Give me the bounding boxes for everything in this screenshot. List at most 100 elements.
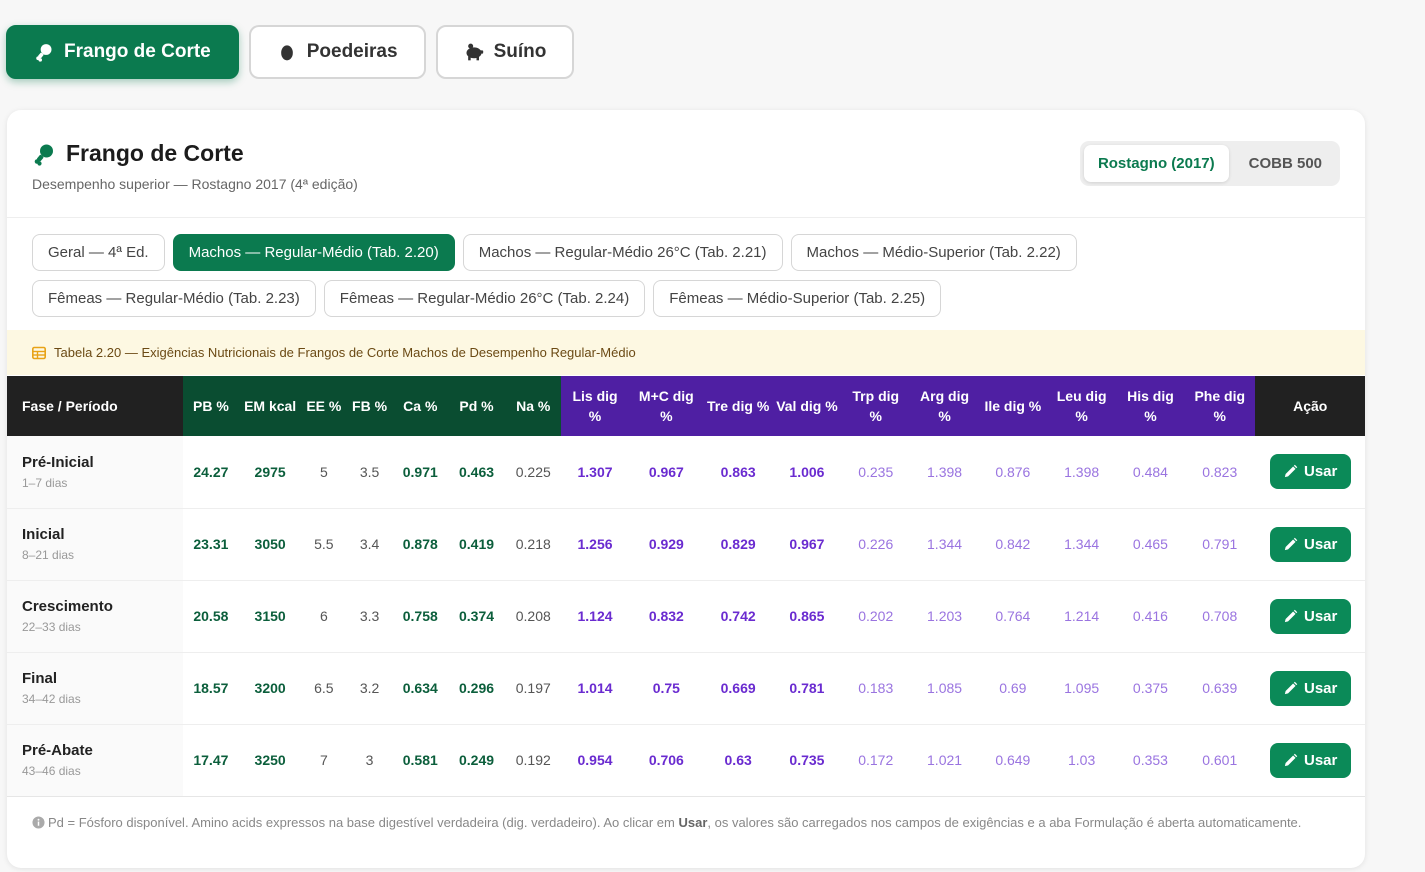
action-cell: Usar [1255,724,1365,797]
chip-geral[interactable]: Geral — 4ª Ed. [32,234,165,271]
value-cell: 0.375 [1116,652,1185,725]
value-cell: 18.57 [182,652,239,725]
tab-label: Frango de Corte [64,41,211,62]
table-row: Final 34–42 dias 18.57 3200 6.5 3.2 0.634 0.296… [7,652,1365,725]
phase-cell: Crescimento 22–33 dias [7,580,183,653]
footnote: Pd = Fósforo disponível. Amino acids exp… [32,812,1332,833]
column-header: Arg dig % [909,376,980,436]
column-header: Lis dig % [561,376,629,436]
value-cell: 0.634 [392,652,448,725]
value-cell: 6.5 [301,652,347,725]
value-cell: 0.69 [979,652,1047,725]
value-cell: 1.006 [772,436,842,509]
chip-femeas-medio-superior[interactable]: Fêmeas — Médio-Superior (Tab. 2.25) [653,280,942,317]
species-tabs: Frango de Corte Poedeiras Suíno [6,25,575,79]
value-cell: 0.601 [1184,724,1256,797]
pencil-icon [1284,465,1298,478]
value-cell: 0.649 [979,724,1047,797]
card-subtitle: Desempenho superior — Rostagno 2017 (4ª … [32,176,358,192]
use-button[interactable]: Usar [1269,670,1351,706]
value-cell: 2975 [239,436,302,509]
tab-suino[interactable]: Suíno [435,25,575,79]
phase-name: Pré-Abate [22,742,93,759]
table-selector: Geral — 4ª Ed. Machos — Regular-Médio (T… [32,234,1342,317]
phase-days: 8–21 dias [22,548,75,562]
chip-machos-medio-superior[interactable]: Machos — Médio-Superior (Tab. 2.22) [790,234,1077,271]
value-cell: 3200 [239,652,302,725]
value-cell: 23.31 [182,508,239,581]
column-header: Tre dig % [704,376,773,436]
card-header: Frango de Corte Desempenho superior — Ro… [7,110,1365,218]
info-icon [32,816,45,829]
phase-days: 1–7 dias [22,475,68,490]
phase-cell: Inicial 8–21 dias [7,508,183,581]
chip-femeas-regular-medio-26c[interactable]: Fêmeas — Regular-Médio 26°C (Tab. 2.24) [323,280,646,317]
value-cell: 0.374 [447,580,506,653]
value-cell: 20.58 [182,580,239,653]
value-cell: 0.876 [979,436,1047,509]
value-cell: 1.021 [909,724,980,797]
value-cell: 0.832 [628,580,704,653]
value-cell: 0.781 [772,652,842,725]
value-cell: 1.124 [561,580,629,653]
egg-icon [280,45,293,61]
column-header: Phe dig % [1184,376,1256,436]
chip-machos-regular-medio[interactable]: Machos — Regular-Médio (Tab. 2.20) [172,234,455,271]
value-cell: 0.218 [505,508,562,581]
value-cell: 0.235 [841,436,910,509]
column-header: EE % [301,376,347,436]
value-cell: 0.708 [1184,580,1256,653]
phase-days: 34–42 dias [22,692,81,706]
column-header: His dig % [1116,376,1185,436]
use-button[interactable]: Usar [1269,598,1351,634]
value-cell: 3.5 [346,436,393,509]
reference-cobb-button[interactable]: COBB 500 [1248,155,1322,172]
action-cell: Usar [1255,508,1365,581]
value-cell: 5 [301,436,347,509]
value-cell: 0.249 [447,724,506,797]
value-cell: 0.192 [505,724,562,797]
value-cell: 1.398 [1046,436,1117,509]
value-cell: 0.865 [772,580,842,653]
action-column-header: Ação [1255,376,1365,436]
use-button[interactable]: Usar [1269,454,1351,490]
pencil-icon [1284,609,1298,622]
value-cell: 17.47 [182,724,239,797]
value-cell: 0.416 [1116,580,1185,653]
column-header: Pd % [447,376,506,436]
use-button[interactable]: Usar [1269,742,1351,778]
value-cell: 0.484 [1116,436,1185,509]
chip-machos-regular-medio-26c[interactable]: Machos — Regular-Médio 26°C (Tab. 2.21) [462,234,783,271]
value-cell: 1.014 [561,652,629,725]
piggy-icon [466,43,483,61]
value-cell: 0.829 [704,508,773,581]
chip-femeas-regular-medio[interactable]: Fêmeas — Regular-Médio (Tab. 2.23) [32,280,316,317]
value-cell: 0.419 [447,508,506,581]
value-cell: 0.75 [628,652,704,725]
value-cell: 0.353 [1116,724,1185,797]
value-cell: 1.095 [1046,652,1117,725]
value-cell: 0.669 [704,652,773,725]
use-button-label: Usar [1304,607,1338,625]
value-cell: 1.344 [1046,508,1117,581]
value-cell: 0.967 [628,436,704,509]
value-cell: 1.398 [909,436,980,509]
use-button-label: Usar [1304,751,1338,769]
value-cell: 0.463 [447,436,506,509]
value-cell: 0.735 [772,724,842,797]
value-cell: 0.791 [1184,508,1256,581]
reference-rostagno-button[interactable]: Rostagno (2017) [1083,145,1229,182]
value-cell: 1.03 [1046,724,1117,797]
tab-frango-de-corte[interactable]: Frango de Corte [6,25,239,79]
value-cell: 0.954 [561,724,629,797]
footnote-text-after: , os valores são carregados nos campos d… [707,815,1302,830]
value-cell: 0.208 [505,580,562,653]
value-cell: 0.296 [447,652,506,725]
use-button[interactable]: Usar [1269,526,1351,562]
pencil-icon [1284,681,1298,694]
requirements-table: Fase / Período PB % EM kcal EE % FB % Ca % Pd… [7,376,1365,797]
value-cell: 0.465 [1116,508,1185,581]
card-title: Frango de Corte [66,140,244,166]
tab-poedeiras[interactable]: Poedeiras [248,25,426,79]
value-cell: 0.967 [772,508,842,581]
